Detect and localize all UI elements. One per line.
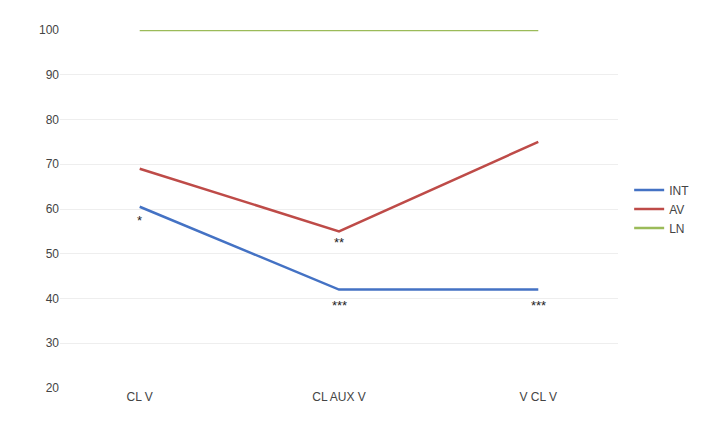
- svg-text:LN: LN: [669, 222, 684, 236]
- svg-text:INT: INT: [669, 184, 689, 198]
- svg-text:20: 20: [46, 381, 60, 395]
- svg-text:40: 40: [46, 292, 60, 306]
- svg-text:CL V: CL V: [127, 390, 153, 404]
- svg-text:30: 30: [46, 336, 60, 350]
- svg-text:***: ***: [531, 298, 546, 313]
- svg-text:70: 70: [46, 157, 60, 171]
- svg-text:60: 60: [46, 202, 60, 216]
- svg-text:AV: AV: [669, 203, 684, 217]
- svg-text:50: 50: [46, 247, 60, 261]
- svg-text:***: ***: [332, 298, 347, 313]
- svg-text:100: 100: [39, 23, 59, 37]
- svg-text:CL AUX V: CL AUX V: [312, 390, 366, 404]
- svg-text:90: 90: [46, 68, 60, 82]
- svg-text:*: *: [137, 213, 142, 228]
- svg-text:**: **: [334, 235, 344, 250]
- svg-text:80: 80: [46, 113, 60, 127]
- svg-text:V CL V: V CL V: [520, 390, 558, 404]
